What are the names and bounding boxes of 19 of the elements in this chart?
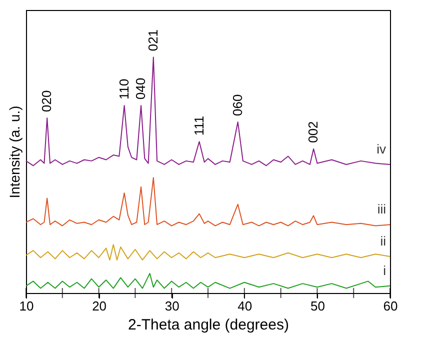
annotation: 021 xyxy=(145,29,160,52)
annotation: 060 xyxy=(230,94,245,116)
series-label: iv xyxy=(376,141,386,156)
annotation: 002 xyxy=(306,121,321,143)
annotation: 040 xyxy=(133,78,148,100)
x-tick-label: 40 xyxy=(238,298,252,314)
annotation: 020 xyxy=(39,90,54,112)
x-axis-title: 2-Theta angle (degrees) xyxy=(128,316,289,334)
x-tick-label: 30 xyxy=(164,298,180,314)
annotation: 110 xyxy=(116,78,132,100)
series-label: i xyxy=(383,262,386,278)
series-label: ii xyxy=(380,233,386,248)
y-axis-title: Intensity (a. u.) xyxy=(6,106,22,198)
x-tick-label: 20 xyxy=(92,298,107,314)
x-tick-label: 60 xyxy=(383,298,398,314)
annotation: 111 xyxy=(191,116,206,136)
x-tick-label: 50 xyxy=(310,298,325,314)
x-tick-label: 10 xyxy=(19,298,34,314)
series-label: iii xyxy=(377,202,386,217)
